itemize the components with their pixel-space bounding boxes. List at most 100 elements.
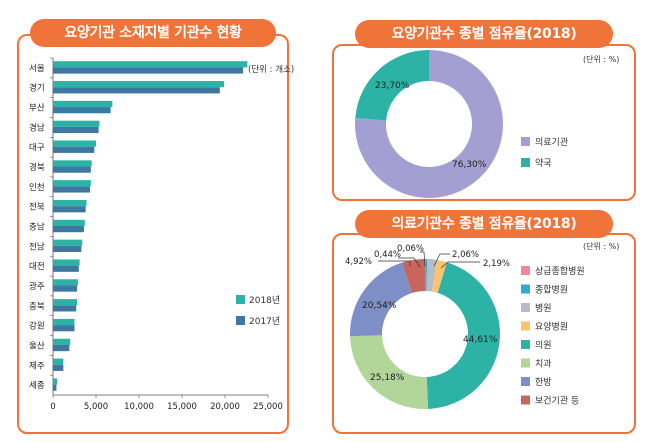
- bar-2017: [53, 364, 64, 371]
- donut2-slice: [349, 262, 412, 337]
- donut1-legend-pharmacy-swatch: [521, 158, 530, 167]
- x-tick-label: 20,000: [210, 402, 240, 412]
- x-tick-label: 5,000: [84, 402, 108, 412]
- donut2-legend-label: 의원: [535, 340, 552, 351]
- bar-2017: [53, 344, 70, 352]
- donut1-legend-medical-label: 의료기관: [535, 137, 568, 148]
- donut1-slice: [355, 50, 429, 121]
- donut2-label-oriental: 20,54%: [362, 301, 397, 311]
- donut2-slice: [425, 259, 428, 292]
- donut2-legend-label: 상급종합병원: [535, 266, 585, 277]
- donut2-legend-swatch: [521, 321, 530, 331]
- donut2-legend-label: 치과: [535, 358, 552, 370]
- donut2-unit-note: (단위 : %): [583, 241, 619, 251]
- category-label: 울산: [29, 340, 45, 351]
- category-label: 대전: [29, 261, 45, 272]
- bar-2018: [53, 239, 83, 246]
- bar-2018: [53, 358, 64, 365]
- bar-2018: [53, 378, 58, 385]
- donut2-label-longterm: 2,19%: [483, 259, 510, 269]
- bar-2017: [53, 245, 82, 253]
- donut2-legend-label: 보건기관 등: [535, 396, 579, 407]
- category-label: 충남: [29, 223, 45, 233]
- bar-2018: [53, 219, 85, 226]
- donut2-slice: [426, 259, 438, 292]
- donut2-label-dental: 25,18%: [370, 373, 405, 383]
- donut2-slice: [350, 335, 429, 409]
- leader-tertiary: [420, 251, 426, 267]
- donut2-slice: [402, 259, 425, 294]
- donut2-label-tertiary: 0,06%: [397, 244, 424, 254]
- donut2-legend-swatch: [521, 358, 530, 368]
- donut2-legend-label: 요양병원: [535, 322, 568, 333]
- category-label: 전남: [29, 241, 45, 252]
- bar-chart-title: 요양기관 소재지별 기관수 현황: [30, 19, 276, 47]
- bar-2018: [53, 180, 91, 187]
- bar-2017: [53, 186, 90, 193]
- legend-2017-swatch: [236, 316, 245, 325]
- donut1-label-pharmacy: 23,70%: [375, 81, 410, 91]
- category-label: 인천: [29, 182, 45, 193]
- leader-general: [398, 257, 421, 268]
- donut1-legend-medical-swatch: [521, 137, 530, 146]
- bar-2017: [53, 285, 78, 292]
- bar-2017: [53, 146, 95, 153]
- bar-2017: [53, 126, 99, 134]
- category-label: 경기: [29, 83, 45, 94]
- bar-2017: [53, 226, 84, 233]
- x-tick-label: 15,000: [167, 402, 197, 412]
- bar-2018: [53, 338, 71, 345]
- leader-etc: [378, 260, 411, 266]
- x-tick-label: 25,000: [253, 402, 283, 412]
- category-label: 제주: [29, 361, 45, 371]
- bar-2017: [53, 384, 57, 391]
- category-label: 대구: [29, 143, 45, 153]
- category-label: 충북: [29, 302, 45, 312]
- category-label: 강원: [29, 321, 45, 332]
- category-label: 전북: [29, 202, 45, 213]
- bar-2017: [53, 265, 79, 272]
- donut2-slice: [426, 262, 500, 409]
- legend-2018-label: 2018년: [249, 295, 280, 306]
- bar-2018: [53, 61, 248, 68]
- bar-2017: [53, 107, 111, 114]
- leader-longterm: [440, 261, 480, 269]
- donut2-legend-label: 병원: [535, 303, 552, 314]
- bar-2018: [53, 120, 100, 127]
- donut2-chart: [349, 259, 500, 409]
- donut2-label-hospital: 2,06%: [452, 250, 479, 260]
- bar-2018: [53, 140, 96, 147]
- bar-2018: [53, 299, 78, 306]
- donut2-legend-swatch: [521, 266, 530, 275]
- donut1-chart: [355, 50, 504, 198]
- donut2-legend-swatch: [521, 395, 530, 405]
- category-label: 광주: [29, 281, 45, 292]
- donut1-title: 요양기관수 종별 점유율(2018): [355, 20, 613, 48]
- donut2-legend-swatch: [521, 303, 530, 312]
- bar-2018: [53, 160, 92, 167]
- donut2-legend-swatch: [521, 284, 530, 294]
- donut2-legend-swatch: [521, 340, 530, 349]
- bar-2017: [53, 206, 86, 213]
- donut2-label-etc: 4,92%: [345, 257, 372, 267]
- donut2-legend-label: 한방: [535, 377, 552, 388]
- bar-2017: [53, 166, 91, 173]
- bar-unit-note: (단위 : 개소): [248, 64, 294, 75]
- bar-2018: [53, 81, 225, 88]
- x-tick-label: 10,000: [124, 402, 154, 412]
- category-label: 서울: [29, 64, 45, 74]
- bar-2018: [53, 279, 78, 286]
- donut2-label-clinic: 44,61%: [463, 335, 498, 345]
- bar-2018: [53, 318, 75, 326]
- category-label: 세종: [29, 381, 45, 391]
- bar-2017: [53, 305, 77, 312]
- legend-2017-label: 2017년: [249, 316, 280, 327]
- donut2-label-general: 0,44%: [374, 250, 401, 260]
- x-tick-label: 0: [50, 402, 55, 412]
- donut1-unit-note: (단위 : %): [583, 54, 619, 64]
- bar-2018: [53, 100, 113, 108]
- donut2-legend-label: 종합병원: [535, 285, 568, 296]
- donut2-title: 의료기관수 종별 점유율(2018): [355, 210, 613, 238]
- category-label: 경북: [29, 162, 45, 173]
